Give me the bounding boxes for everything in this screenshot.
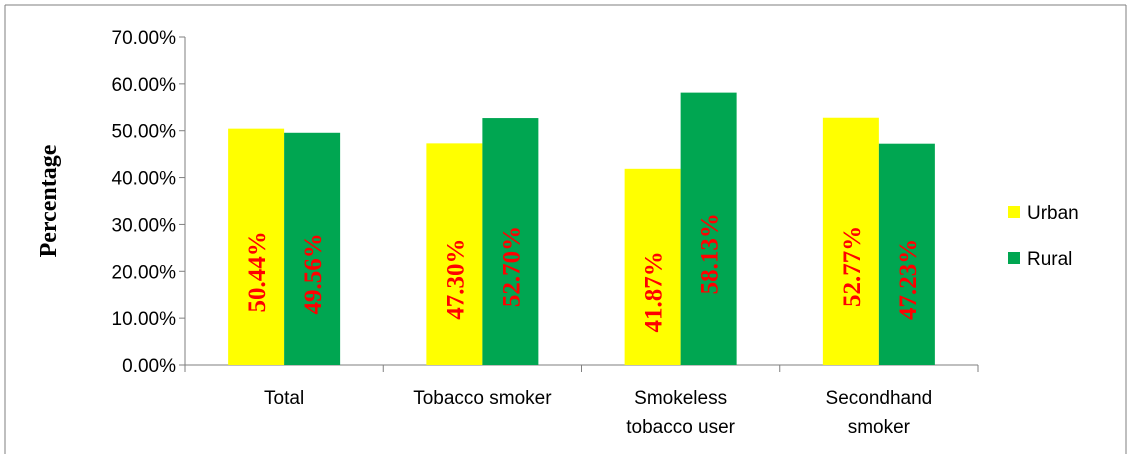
y-tick-label: 30.00%	[112, 215, 177, 236]
bar-urban-3	[822, 117, 879, 365]
y-tick-label: 20.00%	[112, 262, 177, 283]
y-axis-title: Percentage	[36, 144, 62, 257]
data-label-urban-0: 50.44%	[244, 231, 271, 312]
legend-label-urban: Urban	[1027, 203, 1079, 224]
y-tick-label: 40.00%	[112, 169, 177, 190]
bar-urban-1	[426, 143, 483, 365]
bar-urban-0	[228, 128, 285, 365]
legend-swatch-urban	[1008, 206, 1020, 218]
data-label-urban-3: 52.77%	[839, 226, 866, 307]
y-tick-label: 10.00%	[112, 309, 177, 330]
legend-label-rural: Rural	[1027, 249, 1072, 270]
y-tick-label: 70.00%	[112, 28, 177, 49]
bar-rural-2	[680, 92, 737, 365]
bar-rural-3	[878, 143, 935, 365]
bar-urban-2	[624, 168, 681, 365]
x-category-label: smoker	[848, 417, 911, 438]
data-label-rural-3: 47.23%	[895, 239, 922, 320]
plot-area: 0.00% 10.00% 20.00% 30.00% 40.00% 50.00% 60.00…	[36, 28, 979, 438]
y-tick-label: 0.00%	[122, 356, 176, 377]
legend: Urban Rural	[1008, 203, 1079, 270]
x-category-label: tobacco user	[626, 417, 735, 438]
data-label-rural-2: 58.13%	[697, 213, 724, 294]
bar-rural-0	[284, 132, 341, 365]
data-label-rural-0: 49.56%	[300, 233, 327, 314]
legend-swatch-rural	[1008, 252, 1020, 264]
data-label-urban-2: 41.87%	[641, 251, 668, 332]
y-tick-label: 60.00%	[112, 75, 177, 96]
x-category-label: Tobacco smoker	[413, 388, 552, 409]
x-category-label: Total	[264, 388, 304, 409]
bar-rural-1	[482, 118, 539, 365]
x-category-label: Smokeless	[634, 388, 727, 409]
data-label-urban-1: 47.30%	[442, 239, 469, 320]
data-label-rural-1: 52.70%	[498, 226, 525, 307]
y-tick-label: 50.00%	[112, 122, 177, 143]
x-category-label: Secondhand	[826, 388, 933, 409]
